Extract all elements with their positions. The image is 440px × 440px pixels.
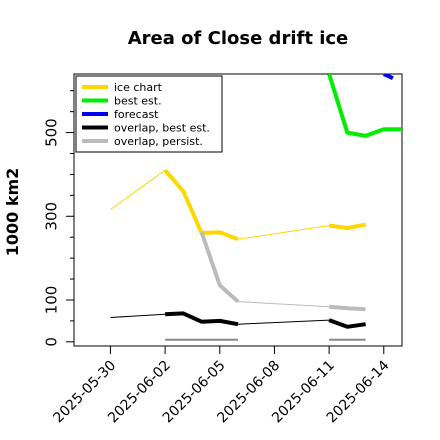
series-line-ice_thin — [110, 169, 366, 240]
y-tick-label: 0 — [43, 337, 61, 347]
series-line-ice_thick2 — [328, 222, 366, 230]
legend-label: overlap, persist. — [114, 135, 203, 148]
y-tick-label: 500 — [43, 118, 61, 147]
series-line-best_est — [327, 74, 402, 138]
chart-title: Area of Close drift ice — [128, 28, 349, 49]
legend-label: best est. — [114, 95, 162, 108]
series-line-overlap_thin — [110, 312, 366, 328]
series-line-forecast — [382, 74, 394, 81]
y-ticks: 0 100 300 500 — [43, 90, 74, 347]
series-line-overlap — [165, 311, 239, 327]
legend-label: forecast — [114, 108, 159, 121]
series-line-persist2 — [328, 304, 366, 312]
series-line-ice_thick — [163, 168, 239, 242]
y-tick-label: 100 — [43, 286, 61, 315]
legend-label: ice chart — [114, 81, 163, 94]
series-line-persist — [199, 231, 240, 304]
y-tick-label: 300 — [43, 202, 61, 231]
x-ticks: 2025-05-302025-06-022025-06-052025-06-08… — [50, 346, 393, 426]
series-line-persist_thin — [237, 301, 330, 308]
series-line-overlap2 — [328, 318, 366, 329]
y-axis-label: 1000 km2 — [3, 168, 22, 257]
series-layer — [110, 74, 402, 341]
plot-frame — [73, 73, 403, 347]
legend-label: overlap, best est. — [114, 122, 210, 135]
